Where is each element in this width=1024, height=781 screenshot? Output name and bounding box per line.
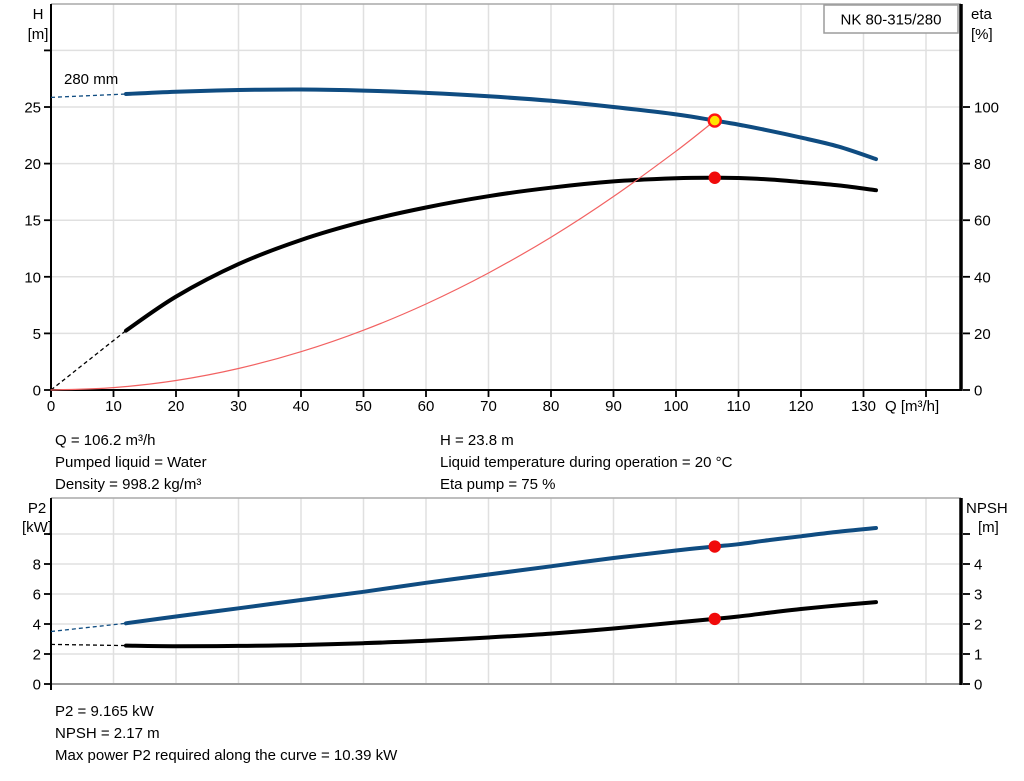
p2-point-marker[interactable] — [708, 540, 721, 553]
left-tick-label: 4 — [33, 617, 41, 634]
p2-power-dashed-extension — [50, 622, 127, 633]
left-tick-label: 0 — [33, 677, 41, 694]
info-npsh: NPSH = 2.17 m — [55, 725, 160, 742]
q-axis-title: Q [m³/h] — [885, 398, 939, 415]
left-tick-label: 10 — [24, 269, 41, 286]
efficiency-point-marker[interactable] — [708, 171, 721, 184]
info-liquid: Pumped liquid = Water — [55, 454, 207, 471]
npsh-axis-unit: [m] — [978, 519, 999, 536]
left-tick-label: 20 — [24, 156, 41, 173]
axis-ticks — [44, 533, 970, 685]
npsh-axis-title: NPSH — [966, 500, 1008, 517]
operating-point-info-left: Q = 106.2 m³/h Pumped liquid = Water Den… — [55, 430, 207, 496]
info-density: Density = 998.2 kg/m³ — [55, 476, 202, 493]
info-p2: P2 = 9.165 kW — [55, 703, 154, 720]
x-tick-label: 80 — [543, 398, 560, 415]
right-tick-label: 20 — [974, 326, 991, 343]
x-tick-label: 50 — [355, 398, 372, 415]
x-tick-label: 60 — [418, 398, 435, 415]
efficiency-curve — [124, 175, 878, 333]
system-resistance-curve — [50, 120, 716, 391]
p2-power-curve — [124, 526, 878, 626]
x-tick-label: 90 — [605, 398, 622, 415]
left-tick-label: 0 — [33, 383, 41, 400]
x-tick-label: 130 — [851, 398, 876, 415]
npsh-point-marker[interactable] — [708, 612, 721, 626]
right-tick-label: 40 — [974, 269, 991, 286]
head-280mm-curve — [124, 87, 878, 162]
npsh-curve — [124, 600, 878, 649]
right-tick-label: 3 — [974, 587, 982, 604]
x-tick-label: 10 — [105, 398, 122, 415]
tick-labels: 0 2 4 6 8 0 1 2 3 4 — [33, 557, 983, 694]
gridlines — [51, 4, 961, 390]
info-head: H = 23.8 m — [440, 432, 514, 449]
duty-point-marker[interactable] — [707, 113, 722, 128]
pump-model-label: NK 80-315/280 — [841, 12, 942, 29]
power-info-block: P2 = 9.165 kW NPSH = 2.17 m Max power P2… — [55, 701, 397, 767]
x-tick-label: 30 — [230, 398, 247, 415]
eta-axis-unit: [%] — [971, 26, 993, 43]
eta-axis-title: eta — [971, 6, 993, 23]
x-tick-label: 100 — [663, 398, 688, 415]
x-tick-label: 120 — [788, 398, 813, 415]
x-tick-label: 110 — [727, 398, 751, 415]
info-max-power: Max power P2 required along the curve = … — [55, 747, 398, 764]
pump-model-box-frame — [823, 4, 959, 34]
axis-ticks — [44, 49, 970, 397]
x-tick-label: 20 — [168, 398, 185, 415]
h-axis-unit: [m] — [28, 26, 49, 43]
info-eta-pump: Eta pump = 75 % — [440, 476, 556, 493]
left-tick-label: 15 — [24, 213, 41, 230]
right-tick-label: 1 — [974, 647, 982, 664]
head-280mm-dashed-extension — [50, 93, 127, 99]
tick-labels: 0 10 20 30 40 50 60 70 80 90 100 110 120 130 0 5 10 15 20 2… — [24, 100, 999, 415]
impeller-trim-label: 280 mm — [64, 71, 118, 88]
right-tick-label: 4 — [974, 557, 982, 574]
p2-axis-title: P2 — [28, 500, 46, 517]
x-tick-label: 70 — [480, 398, 497, 415]
efficiency-dashed-extension — [50, 330, 127, 391]
pump-model-box: NK 80-315/280 — [823, 4, 959, 34]
right-tick-label: 2 — [974, 617, 982, 634]
x-tick-label: 40 — [293, 398, 310, 415]
npsh-dashed-extension — [50, 643, 127, 647]
info-flow: Q = 106.2 m³/h — [55, 432, 156, 449]
right-tick-label: 100 — [974, 100, 999, 117]
right-tick-label: 60 — [974, 213, 991, 230]
left-tick-label: 8 — [33, 557, 41, 574]
operating-point-info-right: H = 23.8 m Liquid temperature during ope… — [440, 430, 732, 496]
left-tick-label: 5 — [33, 326, 41, 343]
x-tick-label: 0 — [47, 398, 55, 415]
right-tick-label: 80 — [974, 156, 991, 173]
p2-axis-unit: [kW] — [22, 519, 52, 536]
p2-npsh-chart: 0 2 4 6 8 0 1 2 3 4 — [33, 497, 983, 694]
h-axis-title: H — [33, 6, 44, 23]
left-tick-label: 6 — [33, 587, 41, 604]
hq-chart: 0 10 20 30 40 50 60 70 80 90 100 110 120 130 0 5 10 15 20 2… — [24, 3, 999, 415]
right-tick-label: 0 — [974, 677, 982, 694]
right-tick-label: 0 — [974, 383, 982, 400]
left-tick-label: 2 — [33, 647, 41, 664]
left-tick-label: 25 — [24, 100, 41, 117]
info-liquid-temp: Liquid temperature during operation = 20… — [440, 454, 733, 471]
gridlines — [51, 498, 961, 684]
